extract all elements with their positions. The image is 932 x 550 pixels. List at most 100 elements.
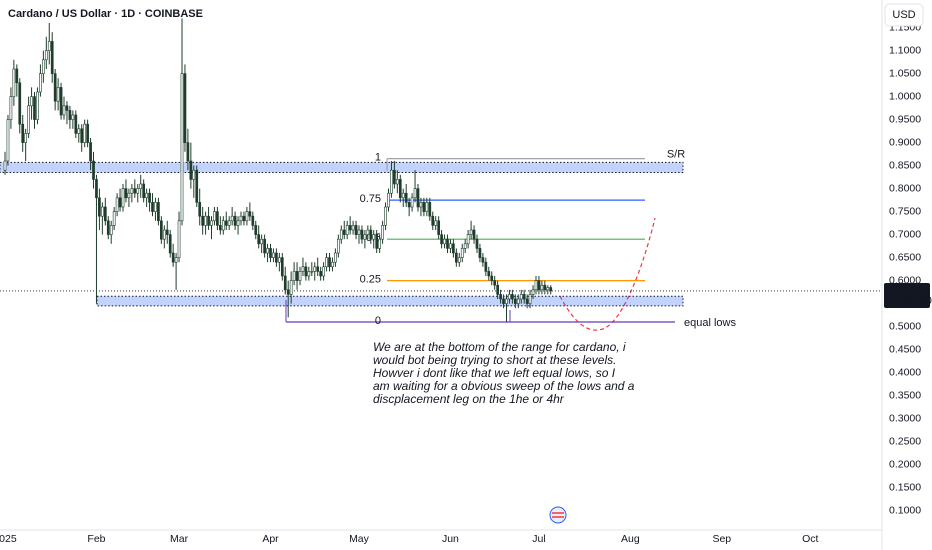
candle-body bbox=[139, 183, 143, 189]
candle-body bbox=[422, 202, 426, 212]
candle-body bbox=[549, 287, 553, 292]
candle-body bbox=[375, 234, 379, 249]
candle bbox=[351, 220, 355, 235]
candle-body bbox=[260, 238, 264, 245]
candle bbox=[457, 253, 461, 267]
candle bbox=[286, 280, 290, 318]
candle bbox=[115, 193, 119, 217]
candle-body bbox=[189, 160, 193, 180]
candle-body bbox=[236, 220, 240, 226]
candle-body bbox=[257, 234, 261, 245]
candle-body bbox=[540, 284, 544, 291]
candle bbox=[6, 115, 10, 166]
candle bbox=[322, 262, 325, 281]
candle bbox=[354, 220, 358, 240]
candle bbox=[443, 234, 446, 249]
candle bbox=[103, 197, 107, 226]
candle-body bbox=[89, 142, 92, 162]
x-tick-label: Apr bbox=[262, 533, 279, 545]
candle-body bbox=[404, 192, 408, 203]
candle bbox=[534, 276, 538, 295]
candle-body bbox=[162, 229, 166, 240]
candle-body bbox=[478, 248, 482, 258]
candle bbox=[50, 32, 54, 83]
candle-body bbox=[339, 229, 343, 240]
y-tick-label: 0.8500 bbox=[889, 159, 921, 171]
candle-body bbox=[328, 257, 331, 268]
candle-body bbox=[443, 238, 446, 245]
candle bbox=[378, 234, 381, 253]
candle bbox=[168, 230, 172, 258]
candle-body bbox=[301, 266, 305, 272]
candle-body bbox=[452, 243, 455, 254]
candle bbox=[449, 239, 452, 253]
candle bbox=[454, 248, 458, 267]
candle bbox=[531, 285, 535, 299]
note-line: We are at the bottom of the range for ca… bbox=[373, 340, 626, 354]
note-line: am waiting for a obvious sweep of the lo… bbox=[373, 379, 635, 393]
candle bbox=[189, 142, 193, 189]
projected-path bbox=[559, 217, 656, 331]
candle-body bbox=[198, 202, 202, 217]
candle-body bbox=[304, 266, 308, 277]
candle bbox=[372, 230, 376, 249]
candle bbox=[277, 253, 281, 272]
candle bbox=[165, 220, 169, 244]
candle-body bbox=[384, 206, 387, 226]
candle-body bbox=[154, 202, 157, 212]
candle-body bbox=[210, 220, 213, 226]
candle-body bbox=[53, 73, 57, 102]
candle-body bbox=[378, 238, 381, 249]
candle-body bbox=[86, 123, 89, 143]
candle bbox=[98, 188, 101, 230]
candle bbox=[316, 257, 320, 276]
candle-body bbox=[519, 294, 523, 300]
candle-body bbox=[325, 257, 328, 268]
candle bbox=[148, 188, 151, 212]
candle-body bbox=[39, 73, 42, 93]
candle bbox=[18, 78, 22, 134]
candle bbox=[463, 239, 467, 253]
note-line: would bot being trying to short at these… bbox=[373, 353, 616, 367]
candle bbox=[101, 202, 104, 235]
candle-body bbox=[33, 96, 36, 120]
candle-body bbox=[449, 243, 452, 249]
candle-body bbox=[316, 266, 320, 272]
candle bbox=[219, 216, 222, 235]
candle-body bbox=[186, 142, 190, 162]
candle-body bbox=[24, 133, 28, 143]
candle-body bbox=[298, 271, 302, 281]
candle-body bbox=[177, 220, 181, 258]
currency-button[interactable] bbox=[884, 3, 924, 27]
candle-body bbox=[3, 160, 7, 171]
candle-body bbox=[493, 280, 497, 286]
candle-body bbox=[195, 169, 199, 203]
candle bbox=[266, 243, 269, 263]
x-tick-label: Feb bbox=[87, 533, 105, 545]
candle bbox=[236, 216, 240, 235]
candle bbox=[487, 266, 491, 281]
candle bbox=[484, 257, 488, 276]
y-tick-label: 1.1500 bbox=[889, 21, 921, 33]
candle-body bbox=[345, 225, 349, 235]
candle bbox=[393, 161, 396, 189]
candle bbox=[345, 220, 349, 240]
candle-body bbox=[204, 215, 207, 226]
candle-body bbox=[269, 248, 272, 258]
candle-body bbox=[496, 284, 499, 295]
candle bbox=[384, 202, 387, 230]
candle-body bbox=[30, 96, 33, 107]
candle-body bbox=[112, 211, 116, 226]
candle bbox=[363, 230, 367, 249]
candle-body bbox=[484, 261, 488, 272]
candle bbox=[257, 225, 261, 249]
candle bbox=[419, 197, 423, 217]
candle bbox=[452, 239, 455, 258]
candle bbox=[127, 188, 131, 207]
candle-body bbox=[106, 220, 110, 235]
candle-body bbox=[446, 238, 449, 249]
fib-label: 0.75 bbox=[360, 193, 381, 205]
candle bbox=[263, 234, 266, 258]
candle bbox=[289, 271, 293, 304]
candle bbox=[133, 179, 137, 198]
